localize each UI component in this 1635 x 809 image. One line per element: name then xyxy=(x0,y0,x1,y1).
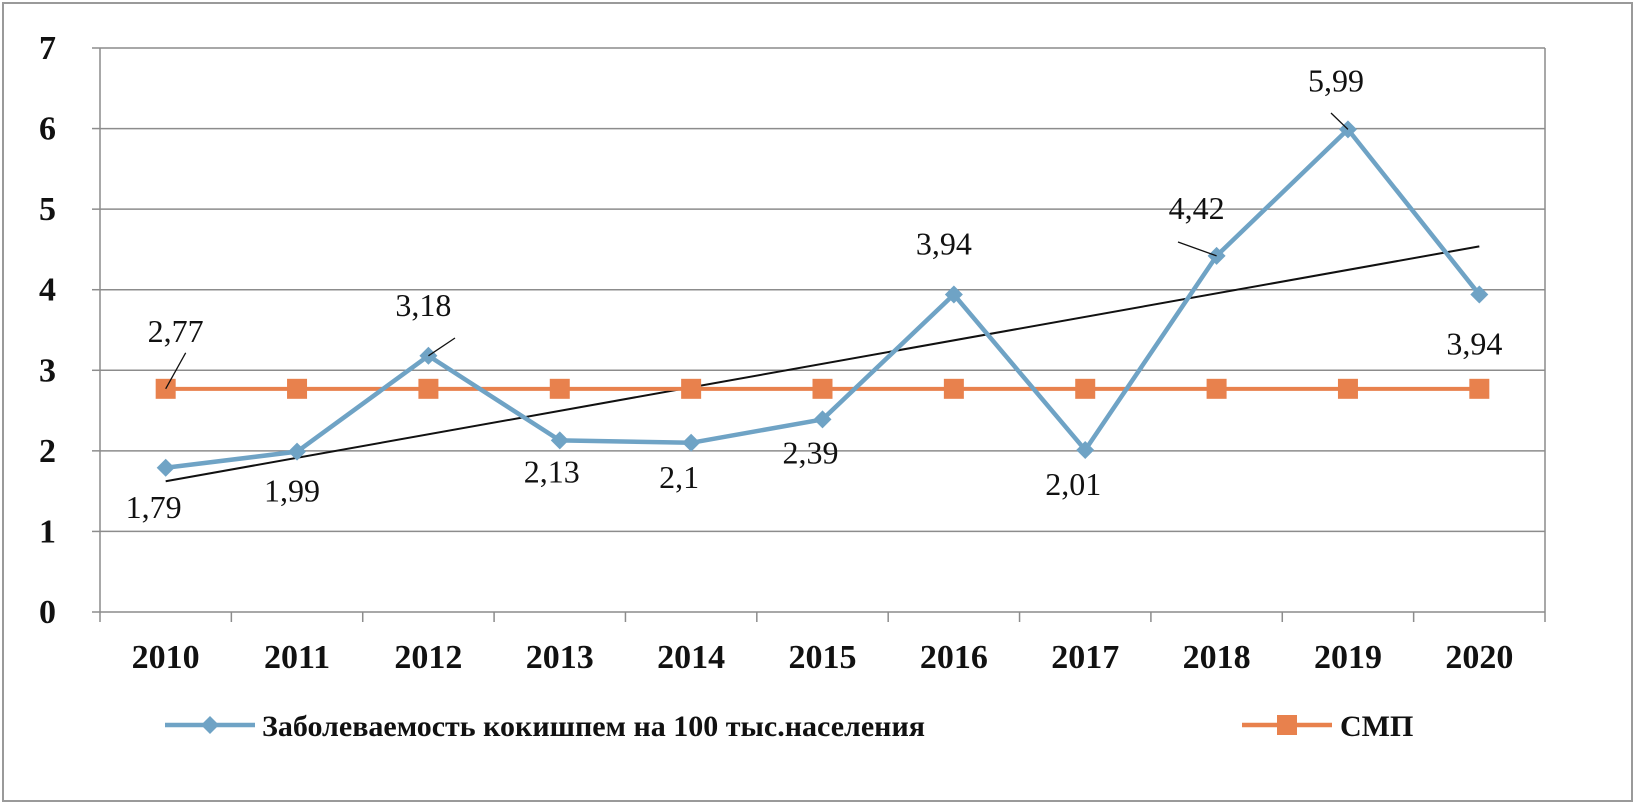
data-label-main: 2,13 xyxy=(524,453,580,489)
marker-main xyxy=(1470,285,1489,304)
x-tick-label: 2015 xyxy=(789,639,857,676)
marker-smp xyxy=(1337,378,1358,399)
data-label-main: 4,42 xyxy=(1169,190,1225,226)
x-tick-label: 2020 xyxy=(1445,639,1513,676)
marker-main xyxy=(288,442,307,461)
data-label-main: 2,01 xyxy=(1045,466,1101,502)
data-label-main: 1,99 xyxy=(264,473,320,509)
marker-smp xyxy=(943,378,964,399)
label-leader xyxy=(1177,241,1217,257)
marker-main xyxy=(813,410,832,429)
y-tick-label: 4 xyxy=(39,272,56,309)
label-leader xyxy=(428,337,456,357)
data-label-main: 3,94 xyxy=(1446,326,1502,362)
y-tick-label: 2 xyxy=(39,433,56,470)
label-leader xyxy=(165,352,187,390)
data-label-main: 3,94 xyxy=(916,226,972,262)
legend-label-smp: СМП xyxy=(1340,710,1413,743)
legend-label-main: Заболеваемость кокишпем на 100 тыс.насел… xyxy=(262,710,925,743)
series-layer xyxy=(155,120,1490,477)
legend-marker-smp xyxy=(1277,715,1297,735)
axes: 0 1 2 3 4 5 6 7 2010 2011 2012 2013 2014 2015 2016 2017… xyxy=(39,30,1546,676)
marker-smp xyxy=(418,378,439,399)
legend-marker-main xyxy=(201,716,219,734)
marker-smp xyxy=(287,378,308,399)
marker-main xyxy=(682,433,701,452)
x-tick-label: 2012 xyxy=(394,639,462,676)
marker-smp xyxy=(812,378,833,399)
x-tick-label: 2013 xyxy=(526,639,594,676)
data-label-main: 5,99 xyxy=(1308,62,1364,98)
x-tick-label: 2017 xyxy=(1051,639,1119,676)
x-tick-label: 2016 xyxy=(920,639,988,676)
y-tick-label: 7 xyxy=(39,30,56,67)
data-label-main: 2,1 xyxy=(659,459,699,495)
marker-smp xyxy=(681,378,702,399)
marker-main xyxy=(156,458,175,477)
data-label-main: 2,39 xyxy=(783,434,839,470)
legend: Заболеваемость кокишпем на 100 тыс.насел… xyxy=(165,710,1413,743)
x-tick-label: 2010 xyxy=(132,639,200,676)
y-tick-label: 5 xyxy=(39,191,56,228)
y-tick-label: 3 xyxy=(39,352,56,389)
y-tick-label: 1 xyxy=(39,513,56,550)
data-labels: 1,79 1,99 3,18 2,13 2,1 2,39 3,94 2,01 4,42 5,99 3… xyxy=(126,62,1503,524)
marker-main xyxy=(1076,441,1095,460)
trendline-layer xyxy=(165,245,1480,483)
x-tick-label: 2011 xyxy=(264,639,330,676)
marker-main xyxy=(944,285,963,304)
marker-main xyxy=(550,431,569,450)
data-label-main: 1,79 xyxy=(126,489,182,525)
marker-smp xyxy=(1206,378,1227,399)
y-tick-label: 0 xyxy=(39,594,56,631)
marker-smp xyxy=(1075,378,1096,399)
label-leader xyxy=(1330,112,1349,130)
marker-smp xyxy=(549,378,570,399)
x-tick-label: 2019 xyxy=(1314,639,1382,676)
x-tick-label: 2014 xyxy=(657,639,725,676)
trendline xyxy=(165,245,1480,483)
data-label-main: 3,18 xyxy=(395,287,451,323)
marker-main xyxy=(1207,246,1226,265)
x-tick-label: 2018 xyxy=(1183,639,1251,676)
y-tick-label: 6 xyxy=(39,111,56,148)
marker-smp xyxy=(1469,378,1490,399)
data-label-smp: 2,77 xyxy=(148,313,204,349)
